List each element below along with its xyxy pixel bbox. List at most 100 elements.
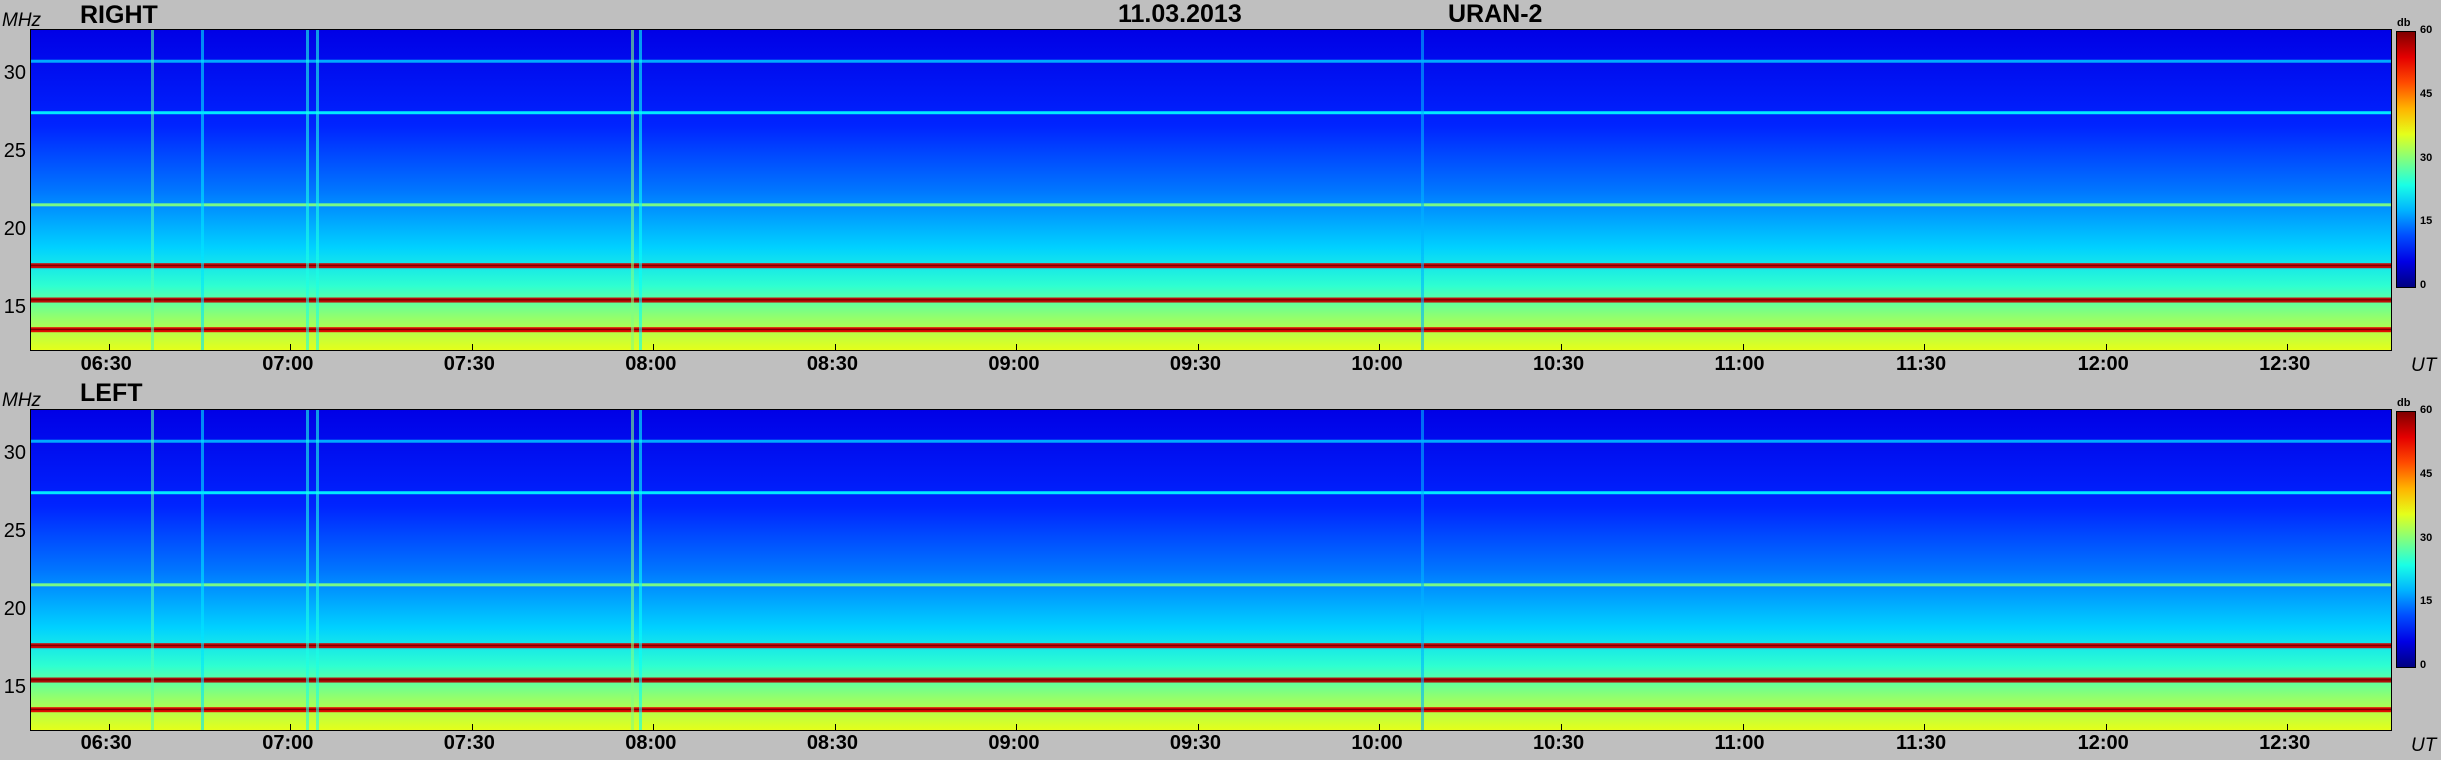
band-4 [31, 491, 2391, 495]
colorbar-tick-label: 30 [2420, 531, 2433, 544]
date-label: 11.03.2013 [1118, 0, 1242, 28]
burst-0 [151, 30, 154, 350]
colorbar-tick-label: 15 [2420, 215, 2433, 228]
x-tick-mark [1742, 724, 1744, 730]
band-4 [31, 111, 2391, 115]
band-3 [31, 203, 2391, 207]
x-unit-label: UT [2411, 735, 2437, 756]
spectrogram-plot [30, 409, 2392, 731]
x-tick-label: 08:00 [625, 353, 677, 375]
colorbar-unit-label: db [2397, 397, 2411, 409]
x-tick-label: 12:00 [2077, 732, 2129, 754]
burst-1 [201, 30, 204, 350]
x-tick-label: 10:00 [1351, 732, 1403, 754]
burst-3 [316, 30, 319, 350]
x-tick-label: 11:30 [1896, 732, 1947, 754]
burst-0 [151, 410, 154, 730]
x-tick-label: 06:30 [80, 732, 132, 754]
x-tick-mark [108, 724, 110, 730]
x-tick-mark [1924, 344, 1926, 350]
colorbar [2396, 31, 2416, 288]
x-tick-label: 12:00 [2077, 353, 2129, 375]
y-tick-label: 15 [3, 675, 26, 698]
burst-1 [201, 410, 204, 730]
y-tick-label: 20 [3, 597, 26, 620]
x-tick-mark [290, 724, 292, 730]
y-unit-label: MHz [2, 390, 42, 411]
band-3 [31, 583, 2391, 587]
x-tick-mark [471, 724, 473, 730]
x-tick-mark [1742, 344, 1744, 350]
colorbar-unit-label: db [2397, 17, 2411, 29]
x-tick-mark [653, 344, 655, 350]
colorbar-tick-label: 45 [2420, 87, 2433, 100]
x-tick-label: 10:30 [1532, 353, 1585, 375]
x-tick-mark [290, 344, 292, 350]
instrument-label: URAN-2 [1448, 0, 1543, 28]
y-tick-label: 25 [3, 139, 26, 162]
burst-6 [1421, 30, 1424, 350]
burst-5 [639, 30, 642, 350]
x-tick-label: 12:30 [2259, 732, 2311, 754]
x-tick-mark [1924, 724, 1926, 730]
x-tick-mark [1016, 344, 1018, 350]
burst-4 [631, 30, 634, 350]
x-tick-mark [1197, 724, 1199, 730]
x-tick-mark [1379, 724, 1381, 730]
x-tick-label: 09:30 [1169, 732, 1222, 754]
y-tick-label: 30 [3, 61, 26, 84]
x-tick-mark [108, 344, 110, 350]
x-tick-label: 06:30 [80, 353, 132, 375]
x-tick-label: 11:00 [1714, 732, 1765, 754]
colorbar-tick-label: 15 [2420, 595, 2433, 608]
x-tick-mark [1560, 344, 1562, 350]
panel-title: LEFT [80, 379, 143, 407]
band-5 [31, 439, 2391, 443]
x-tick-mark [1560, 724, 1562, 730]
x-tick-label: 07:00 [262, 732, 314, 754]
x-tick-mark [1379, 344, 1381, 350]
burst-4 [631, 410, 634, 730]
burst-5 [639, 410, 642, 730]
x-tick-label: 08:30 [806, 353, 858, 375]
x-tick-mark [2105, 344, 2107, 350]
colorbar-tick-label: 30 [2420, 151, 2433, 164]
burst-2 [306, 30, 309, 350]
x-tick-mark [2105, 724, 2107, 730]
panel-title: RIGHT [80, 1, 158, 29]
x-tick-mark [834, 724, 836, 730]
x-tick-mark [471, 344, 473, 350]
x-tick-label: 09:00 [988, 732, 1040, 754]
x-tick-mark [653, 724, 655, 730]
x-tick-label: 08:30 [806, 732, 858, 754]
x-tick-mark [1016, 724, 1018, 730]
y-tick-label: 20 [3, 217, 26, 240]
burst-3 [316, 410, 319, 730]
x-tick-label: 09:00 [988, 353, 1040, 375]
colorbar [2396, 411, 2416, 668]
x-tick-label: 08:00 [625, 732, 677, 754]
x-tick-label: 09:30 [1169, 353, 1222, 375]
spectrogram-svg [31, 410, 2391, 730]
x-tick-label: 10:30 [1532, 732, 1585, 754]
x-tick-mark [1197, 344, 1199, 350]
x-tick-label: 12:30 [2259, 353, 2311, 375]
y-tick-label: 15 [3, 295, 26, 318]
x-tick-mark [2287, 344, 2289, 350]
band-5 [31, 59, 2391, 63]
colorbar-tick-label: 0 [2420, 659, 2427, 671]
x-tick-label: 10:00 [1351, 353, 1403, 375]
x-tick-label: 11:30 [1896, 353, 1947, 375]
x-tick-mark [2287, 724, 2289, 730]
y-unit-label: MHz [2, 10, 42, 31]
colorbar-tick-label: 60 [2420, 24, 2433, 36]
x-tick-label: 07:30 [443, 353, 495, 375]
y-tick-label: 25 [3, 519, 26, 542]
x-tick-mark [834, 344, 836, 350]
colorbar-tick-label: 60 [2420, 404, 2433, 416]
colorbar-tick-label: 0 [2420, 279, 2427, 291]
x-tick-label: 07:30 [443, 732, 495, 754]
x-tick-label: 11:00 [1714, 353, 1765, 375]
spectrogram-plot [30, 29, 2392, 351]
burst-6 [1421, 410, 1424, 730]
